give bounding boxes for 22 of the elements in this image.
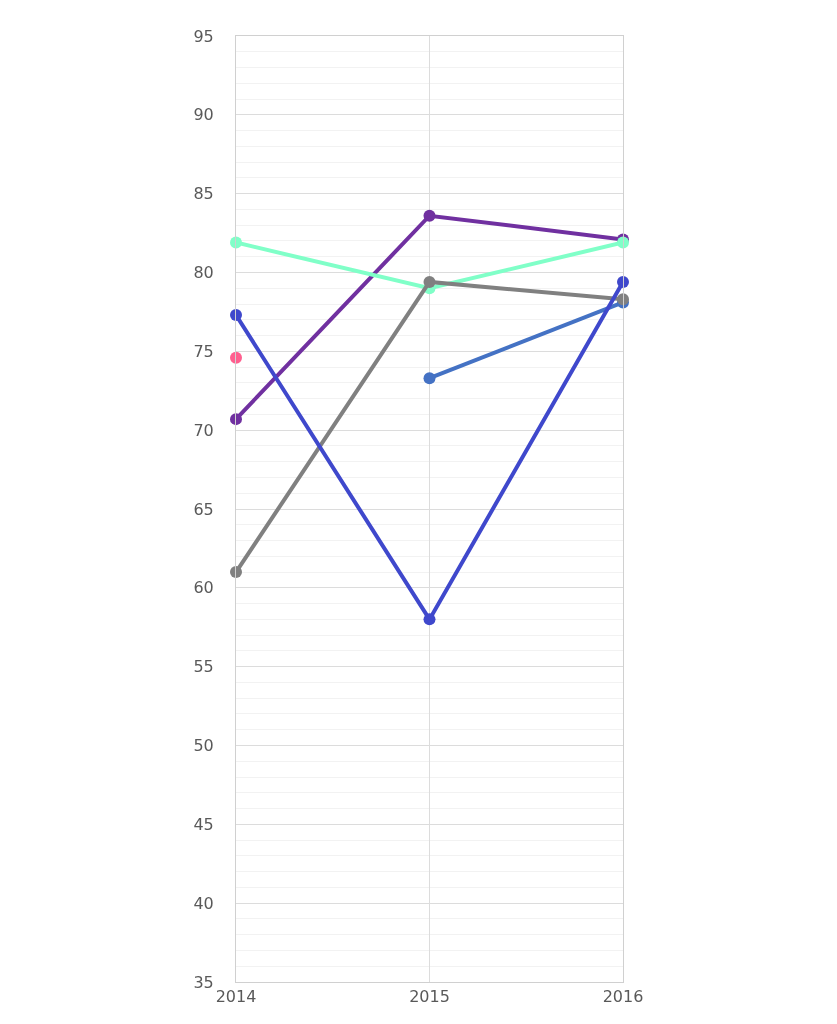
y-tick-label: 60 [193,578,214,598]
y-tick-label: 75 [193,341,214,361]
point [423,372,436,385]
y-tick-label: 50 [193,736,214,756]
point [230,413,242,426]
point [423,613,436,626]
x-tick-label: 2015 [409,987,450,1007]
point [423,275,436,288]
y-tick-label: 80 [193,263,214,283]
y-tick-label: 85 [193,184,214,204]
y-tick-label: 45 [193,814,214,834]
x-tick-label: 2016 [602,987,644,1007]
x-tick-label: 2014 [215,987,257,1007]
y-tick-label: 95 [193,26,214,46]
point [230,351,242,364]
y-tick-label: 90 [193,105,214,125]
y-tick-label: 35 [193,972,214,992]
y-tick-label: 70 [193,420,214,440]
y-tick-label: 40 [193,893,214,913]
y-tick-label: 55 [193,657,214,677]
y-tick-label: 65 [193,499,214,519]
point [423,209,436,222]
